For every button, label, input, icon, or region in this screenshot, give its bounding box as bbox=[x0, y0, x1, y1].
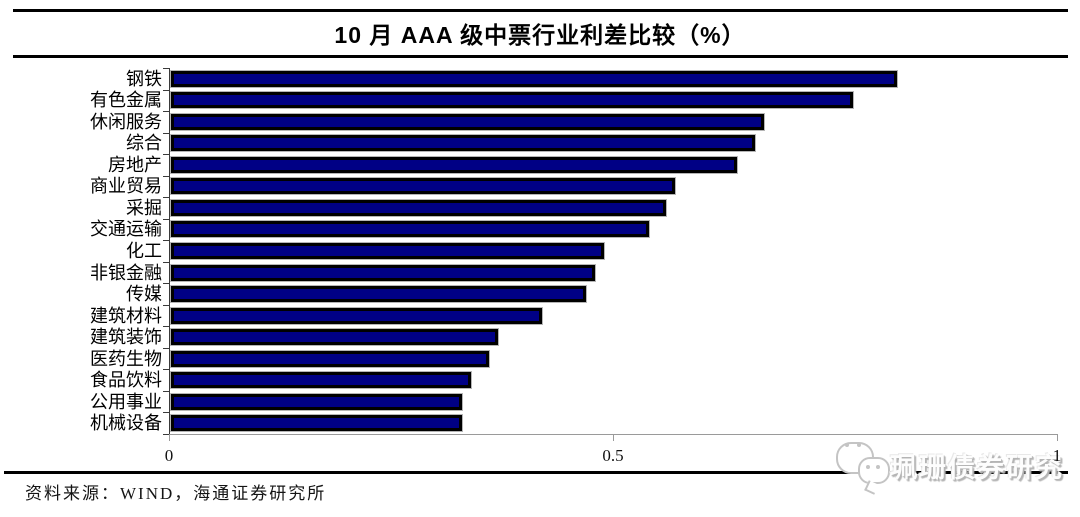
x-tick-label-1: 1 bbox=[1052, 446, 1062, 465]
bar bbox=[170, 306, 543, 325]
y-tick bbox=[163, 154, 169, 156]
bar bbox=[170, 349, 490, 368]
bottom-border-line bbox=[4, 471, 1068, 474]
bar bbox=[170, 371, 472, 390]
bar bbox=[169, 414, 464, 433]
bar-row: 公用事业 bbox=[0, 391, 1080, 413]
bar-row: 有色金属 bbox=[0, 90, 1080, 112]
y-tick bbox=[163, 412, 169, 414]
bar-row: 交通运输 bbox=[0, 219, 1080, 241]
wechat-icon-small-bubble bbox=[858, 457, 890, 484]
x-tick-label-05: 0.5 bbox=[602, 446, 624, 465]
category-label: 休闲服务 bbox=[90, 111, 162, 132]
y-tick bbox=[163, 111, 169, 113]
category-label: 公用事业 bbox=[90, 391, 162, 412]
category-label: 有色金属 bbox=[90, 90, 162, 111]
x-tick bbox=[169, 435, 170, 441]
source-note: 资料来源：WIND，海通证券研究所 bbox=[25, 484, 327, 503]
watermark-text: 珮珊债券研究 bbox=[890, 453, 1064, 483]
bar bbox=[169, 392, 464, 411]
y-tick bbox=[163, 175, 169, 177]
category-label: 非银金融 bbox=[90, 262, 162, 283]
bar bbox=[169, 69, 899, 88]
bar bbox=[169, 263, 597, 282]
bar-row: 传媒 bbox=[0, 283, 1080, 305]
y-tick bbox=[163, 261, 169, 263]
category-label: 医药生物 bbox=[90, 348, 162, 369]
bar-row: 机械设备 bbox=[0, 412, 1080, 434]
category-label: 采掘 bbox=[126, 197, 162, 218]
category-label: 综合 bbox=[126, 133, 162, 154]
category-label: 食品饮料 bbox=[90, 370, 162, 391]
bar-row: 房地产 bbox=[0, 154, 1080, 176]
y-tick bbox=[163, 89, 169, 91]
top-border-line bbox=[13, 9, 1068, 12]
bar bbox=[169, 177, 677, 196]
x-tick bbox=[1057, 435, 1058, 441]
y-tick bbox=[163, 218, 169, 220]
y-tick bbox=[163, 197, 169, 199]
watermark: 珮珊债券研究 bbox=[834, 440, 1070, 498]
category-label: 化工 bbox=[126, 240, 162, 261]
y-tick bbox=[163, 68, 169, 69]
bar-row: 非银金融 bbox=[0, 262, 1080, 284]
bar bbox=[170, 91, 854, 110]
y-tick bbox=[163, 369, 169, 371]
bar bbox=[169, 198, 668, 217]
y-tick bbox=[163, 390, 169, 392]
bar-row: 商业贸易 bbox=[0, 176, 1080, 198]
bar bbox=[169, 285, 588, 304]
category-label: 钢铁 bbox=[126, 68, 162, 89]
category-label: 建筑材料 bbox=[90, 305, 162, 326]
category-label: 交通运输 bbox=[90, 219, 162, 240]
bar-row: 建筑材料 bbox=[0, 305, 1080, 327]
x-axis-line bbox=[169, 434, 1058, 435]
bar bbox=[170, 328, 499, 347]
bar bbox=[169, 241, 606, 260]
bar bbox=[170, 220, 650, 239]
bar-row: 建筑装饰 bbox=[0, 326, 1080, 348]
bar-row: 化工 bbox=[0, 240, 1080, 262]
bar-row: 综合 bbox=[0, 133, 1080, 155]
category-label: 建筑装饰 bbox=[90, 327, 162, 348]
bar bbox=[169, 134, 757, 153]
chart-title: 10 月 AAA 级中票行业利差比较（%） bbox=[334, 22, 746, 48]
category-label: 机械设备 bbox=[90, 413, 162, 434]
x-tick-label-0: 0 bbox=[164, 446, 174, 465]
y-tick bbox=[163, 347, 169, 349]
y-axis-line bbox=[169, 68, 170, 435]
title-divider-line bbox=[13, 55, 1068, 58]
bar-row: 休闲服务 bbox=[0, 111, 1080, 133]
category-label: 房地产 bbox=[108, 154, 162, 175]
y-tick bbox=[163, 240, 169, 242]
bar bbox=[170, 112, 765, 131]
bar bbox=[169, 155, 739, 174]
y-tick bbox=[163, 326, 169, 328]
bar-chart: 钢铁 有色金属 休闲服务 综合 房地产 商业贸易 采掘 交通运输 化工 非银金融 传媒 建筑材料 建筑装… bbox=[0, 68, 1080, 465]
category-label: 传媒 bbox=[126, 284, 162, 305]
bar-row: 医药生物 bbox=[0, 348, 1080, 370]
bar-row: 钢铁 bbox=[0, 68, 1080, 90]
y-tick bbox=[163, 434, 169, 435]
x-tick bbox=[613, 435, 614, 441]
bar-row: 采掘 bbox=[0, 197, 1080, 219]
bar-row: 食品饮料 bbox=[0, 369, 1080, 391]
y-tick bbox=[163, 283, 169, 285]
y-tick bbox=[163, 304, 169, 306]
category-label: 商业贸易 bbox=[90, 176, 162, 197]
y-tick bbox=[163, 132, 169, 134]
